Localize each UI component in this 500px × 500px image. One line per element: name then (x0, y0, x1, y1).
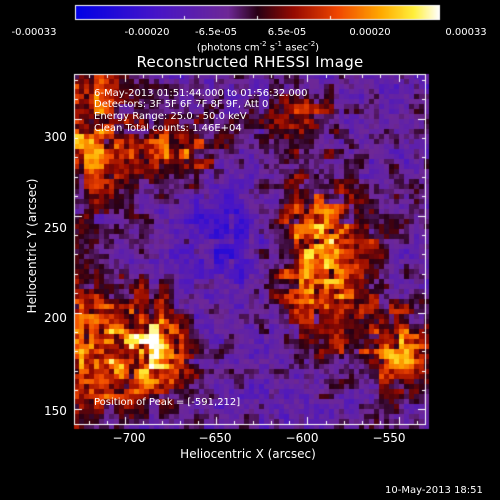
colorbar-tick-label: -0.00033 (11, 27, 57, 38)
annotation-energy-range: Energy Range: 25.0 - 50.0 keV (94, 111, 247, 122)
colorbar-tick-label: -6.5e-05 (195, 27, 237, 38)
y-tick-label: 200 (44, 311, 67, 325)
generation-timestamp: 10-May-2013 18:51 (385, 485, 483, 496)
units-exponent: -2 (308, 40, 316, 48)
y-tick-label: 300 (44, 130, 67, 144)
colorbar-units: (photons cm-2 s-1 asec-2) (197, 40, 319, 53)
x-tick-label: −650 (198, 431, 232, 445)
annotation-time-range: 6-May-2013 01:51:44.000 to 01:56:32.000 (94, 88, 308, 99)
y-axis-label: Heliocentric Y (arcsec) (25, 178, 39, 314)
x-tick-label: −700 (112, 431, 146, 445)
units-part: ) (315, 42, 320, 54)
units-exponent: -1 (275, 40, 283, 48)
colorbar-tick-label: 0.00020 (349, 27, 391, 38)
annotation-detectors: Detectors: 3F 5F 6F 7F 8F 9F, Att 0 (94, 99, 269, 110)
plot-title: Reconstructed RHESSI Image (136, 53, 364, 71)
annotation-algorithm: Clean Total counts: 1.46E+04 (94, 123, 242, 134)
x-axis-label: Heliocentric X (arcsec) (180, 447, 316, 461)
units-exponent: -2 (259, 40, 267, 48)
x-tick-label: −600 (285, 431, 319, 445)
y-tick-label: 150 (44, 404, 67, 418)
units-part: s (266, 42, 276, 54)
colorbar-tick-label: 6.5e-05 (267, 27, 307, 38)
units-part: asec (282, 42, 309, 54)
x-tick-label: −550 (372, 431, 406, 445)
annotation-peak-position: Position of Peak = [-591,212] (94, 397, 241, 408)
colorbar-tick-label: 0.00033 (445, 27, 487, 38)
units-part: (photons cm (196, 42, 260, 54)
colorbar-tick-label: -0.00020 (124, 27, 170, 38)
y-tick-label: 250 (44, 221, 67, 235)
